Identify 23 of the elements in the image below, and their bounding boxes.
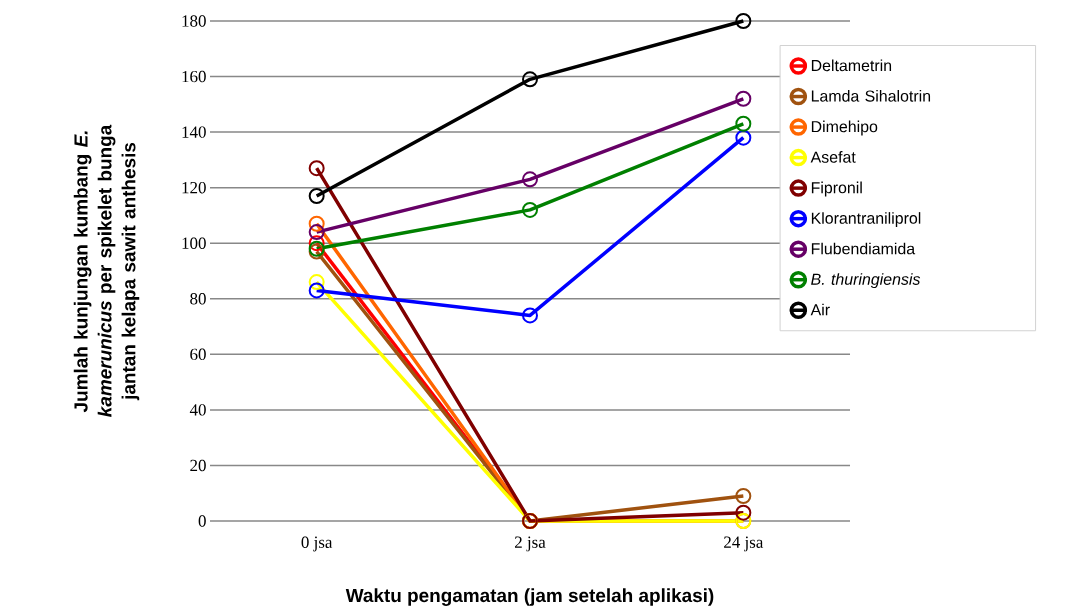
x-tick-label: 24 jsa — [724, 536, 764, 552]
x-axis-title: Waktu pengamatan (jam setelah aplikasi) — [345, 588, 714, 606]
x-tick-label: 2 jsa — [515, 536, 546, 552]
y-tick-label: 140 — [182, 126, 206, 138]
legend-label: Fipronil — [811, 181, 862, 197]
y-tick-label: 180 — [182, 15, 206, 27]
legend-label: Flubendiamida — [811, 242, 916, 255]
y-tick-label: 120 — [182, 181, 206, 194]
y-tick-label: 100 — [182, 237, 206, 249]
x-tick-label: 0 jsa — [301, 536, 333, 552]
y-tick-label: 160 — [182, 70, 206, 83]
legend-label: B. thuringiensis — [811, 273, 921, 289]
legend-label: Deltametrin — [811, 59, 892, 72]
legend-label: Lamda Sihalotrin — [811, 90, 931, 102]
y-tick-label: 40 — [189, 404, 206, 416]
y-tick-label: 0 — [198, 515, 206, 527]
legend-label: Klorantraniliprol — [811, 212, 921, 227]
y-tick-label: 60 — [190, 348, 206, 361]
legend-label: Dimehipo — [811, 120, 878, 136]
legend-label: Air — [810, 303, 830, 316]
y-tick-label: 20 — [190, 459, 206, 472]
legend-label: Asefat — [810, 151, 856, 163]
y-tick-label: 80 — [190, 293, 206, 305]
